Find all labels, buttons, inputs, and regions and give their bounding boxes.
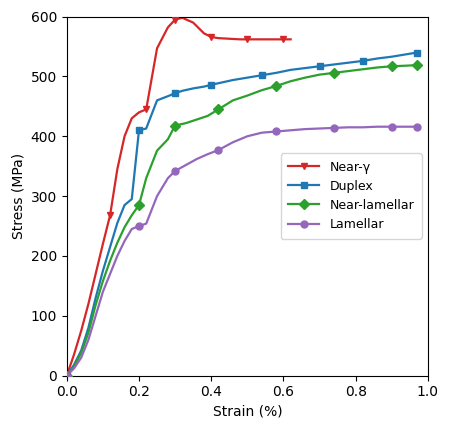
Lamellar xyxy=(136,224,142,229)
Duplex xyxy=(136,128,142,133)
Near-γ xyxy=(208,34,214,40)
Line: Duplex: Duplex xyxy=(63,49,421,379)
Duplex xyxy=(259,73,265,78)
Near-lamellar xyxy=(389,64,395,69)
Lamellar xyxy=(414,124,420,129)
Duplex xyxy=(317,64,322,69)
Y-axis label: Stress (MPa): Stress (MPa) xyxy=(11,153,25,239)
Duplex xyxy=(360,58,365,64)
Near-lamellar xyxy=(414,62,420,68)
Lamellar xyxy=(216,147,221,153)
Near-γ xyxy=(144,107,149,112)
Lamellar xyxy=(389,124,395,129)
Near-γ xyxy=(64,373,69,378)
Lamellar xyxy=(274,129,279,134)
Lamellar xyxy=(64,373,69,378)
X-axis label: Strain (%): Strain (%) xyxy=(212,405,282,419)
Near-lamellar xyxy=(274,83,279,89)
Near-γ xyxy=(172,17,178,22)
Lamellar xyxy=(172,169,178,174)
Duplex xyxy=(414,50,420,55)
Line: Lamellar: Lamellar xyxy=(63,123,421,379)
Duplex xyxy=(64,373,69,378)
Duplex xyxy=(172,91,178,96)
Near-γ xyxy=(281,37,286,42)
Line: Near-γ: Near-γ xyxy=(63,16,287,379)
Near-lamellar xyxy=(331,70,337,75)
Near-γ xyxy=(108,213,113,218)
Line: Near-lamellar: Near-lamellar xyxy=(63,61,421,379)
Near-γ xyxy=(245,37,250,42)
Near-lamellar xyxy=(172,123,178,128)
Near-lamellar xyxy=(216,107,221,112)
Lamellar xyxy=(331,125,337,130)
Near-lamellar xyxy=(136,203,142,208)
Legend: Near-γ, Duplex, Near-lamellar, Lamellar: Near-γ, Duplex, Near-lamellar, Lamellar xyxy=(281,153,422,239)
Duplex xyxy=(208,82,214,87)
Near-lamellar xyxy=(64,373,69,378)
